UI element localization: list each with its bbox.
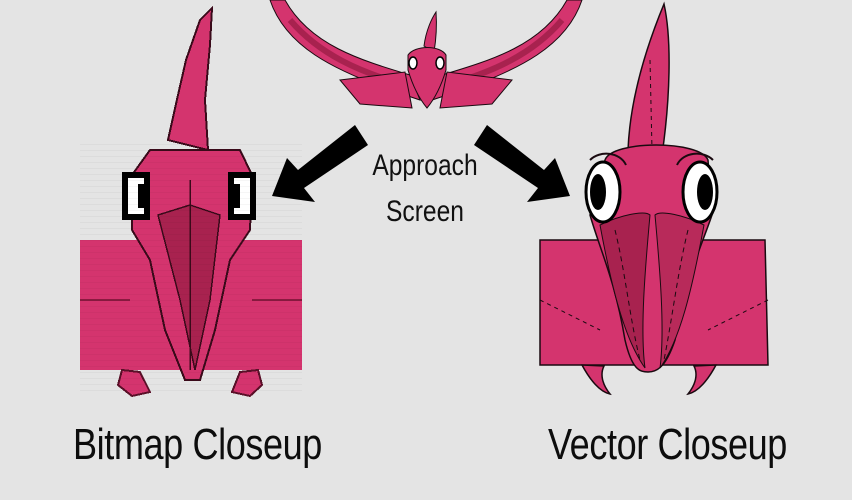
approach-label-line2: Screen: [386, 195, 464, 228]
bitmap-closeup-caption: Bitmap Closeup: [73, 420, 322, 469]
vector-creature: [539, 1, 769, 396]
arrow-right: [474, 125, 570, 202]
vector-closeup-caption: Vector Closeup: [548, 420, 787, 469]
bitmap-creature: [80, 5, 302, 398]
approach-label-line1: Approach: [372, 149, 478, 182]
pterosaur-top: [269, 0, 583, 109]
approach-screen-label: Approach Screen: [360, 143, 490, 235]
